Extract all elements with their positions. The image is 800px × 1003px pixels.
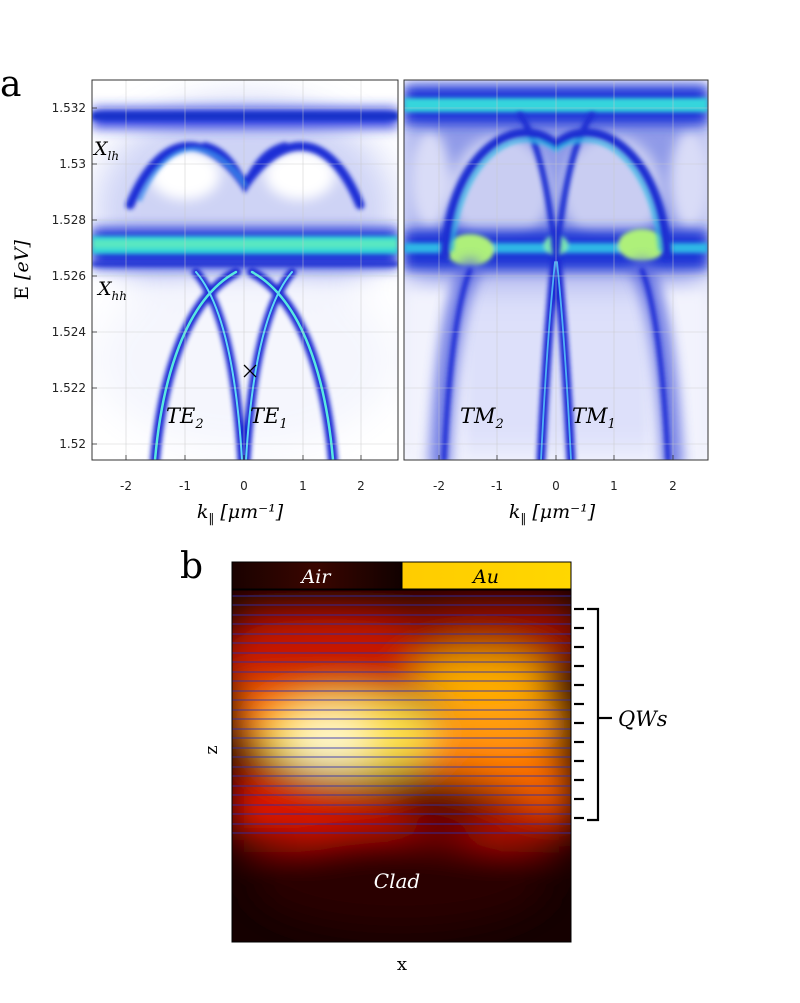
air-label: Air [300,566,333,588]
tick-marks [92,107,674,460]
ytick-1528: 1.528 [52,213,86,227]
tm-xtick-m1: -1 [491,479,503,493]
te-branches [150,267,338,460]
te-x-axis-label: k‖ [μm⁻¹] [197,501,284,525]
tm-xtick-2: 2 [669,479,677,493]
tm-xtick-m2: -2 [433,479,445,493]
ytick-1532: 1.532 [52,101,86,115]
tm-grid [404,80,708,460]
te-heatmap [92,80,398,460]
te-x-tick-labels: -2 -1 0 1 2 [120,479,365,493]
annot-xhh: Xhh [96,278,127,303]
tm-xtick-0: 0 [552,479,560,493]
annot-tm2: TM2 [460,404,504,432]
panel-b-x-label: x [397,954,407,975]
field-heatmap [232,590,571,942]
annot-tm1: TM1 [572,404,616,432]
panel-b-z-label: z [202,745,222,754]
field-frame [231,589,572,943]
te-xtick-2: 2 [357,479,365,493]
te-grid [92,80,398,460]
au-label: Au [471,566,499,588]
te-xtick-m2: -2 [120,479,132,493]
ytick-1526: 1.526 [52,269,86,283]
air-region: Air [231,561,402,590]
ytick-1522: 1.522 [52,381,86,395]
qws-label: QWs [618,707,668,731]
annot-xlh: Xlh [92,138,119,163]
panel-a-label: a [0,64,21,105]
te-xtick-0: 0 [240,479,248,493]
au-region: Au [401,561,572,590]
te-xtick-m1: -1 [179,479,191,493]
qws-bracket [574,607,612,822]
y-axis-label: E [eV] [11,240,33,300]
tm-branches [429,257,683,460]
annot-te1: TE1 [250,404,288,432]
tm-xtick-1: 1 [610,479,618,493]
tm-x-tick-labels: -2 -1 0 1 2 [433,479,677,493]
clad-label: Clad [374,869,420,893]
annot-te2: TE2 [166,404,204,432]
tm-x-axis-label: k‖ [μm⁻¹] [509,501,596,525]
te-marker [243,364,257,378]
tm-heatmap [404,80,708,460]
ytick-153: 1.53 [59,157,86,171]
te-frame [91,79,399,461]
te-xtick-1: 1 [299,479,307,493]
qw-lines [232,595,571,834]
panel-b-label: b [180,546,203,587]
ytick-1524: 1.524 [52,325,86,339]
y-tick-labels: 1.532 1.53 1.528 1.526 1.524 1.522 1.52 [52,101,86,451]
ytick-152: 1.52 [59,437,86,451]
